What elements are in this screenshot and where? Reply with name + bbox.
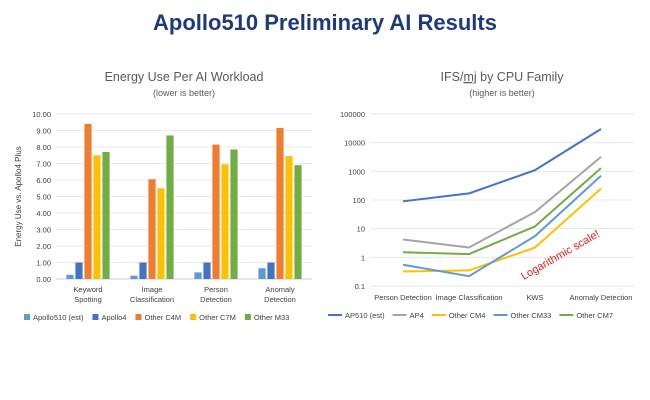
legend-label: Other M33 [254, 313, 289, 322]
chart-title-part: IFS/ [441, 70, 464, 84]
x-tick-label: Keyword [73, 285, 102, 294]
chart-title: Energy Use Per AI Workload [105, 70, 264, 84]
y-tick-label: 9.00 [36, 127, 51, 136]
y-tick-label: 10.00 [32, 110, 51, 119]
chart-title-part: by CPU Family [477, 70, 565, 84]
bar [84, 123, 92, 280]
annotation-text: Logarithmic scale! [519, 228, 602, 283]
ifs-line-chart: IFS/mj by CPU Family (higher is better) 10… [326, 66, 636, 336]
bar [285, 156, 293, 279]
x-tick-label: Person Detection [374, 293, 432, 302]
energy-bar-chart-svg: Energy Use Per AI Workload (lower is bett… [14, 70, 312, 322]
bar [221, 164, 229, 279]
x-tick-label: Person [204, 285, 228, 294]
slide-title: Apollo510 Preliminary AI Results [153, 10, 497, 35]
legend-label: Other CM4 [449, 311, 486, 320]
x-tick-label: Classification [130, 295, 174, 304]
legend-label: Other CM7 [576, 311, 613, 320]
bar [230, 149, 238, 279]
bar [276, 128, 284, 279]
y-tick-label: 100000 [340, 110, 365, 119]
legend-label: Other C4M [144, 313, 181, 322]
y-tick-label: 2.00 [36, 242, 51, 251]
legend-swatch [190, 314, 197, 320]
legend-label: AP4 [410, 311, 424, 320]
ifs-line-chart-svg: IFS/mj by CPU Family(higher is better)10… [328, 70, 634, 320]
legend-swatch [135, 314, 142, 320]
series-line [402, 156, 602, 249]
x-tick-label: Detection [200, 295, 232, 304]
y-tick-label: 10000 [344, 139, 365, 148]
chart-subtitle: (higher is better) [469, 88, 535, 98]
x-tick-label: Image Classification [435, 293, 502, 302]
energy-bar-chart: Energy Use Per AI Workload (lower is bett… [12, 66, 322, 336]
legend-label: Other C7M [199, 313, 236, 322]
series-line [402, 175, 602, 278]
y-tick-label: 4.00 [36, 209, 51, 218]
legend-swatch [24, 314, 30, 320]
legend-label: Apollo4 [101, 313, 126, 322]
bar [66, 274, 74, 279]
bar [203, 262, 211, 279]
bar [212, 144, 220, 279]
x-tick-label: Anomaly Detection [570, 293, 633, 302]
chart-title-underlined: mj [463, 70, 476, 84]
y-tick-label: 10 [357, 225, 365, 234]
bar [258, 268, 266, 279]
bar [139, 262, 147, 279]
series-line [402, 167, 602, 256]
bar [93, 155, 101, 279]
y-axis-label: Energy Use vs. Apollo4 Plus [14, 146, 23, 247]
bar [130, 275, 138, 279]
y-tick-label: 6.00 [36, 176, 51, 185]
legend-label: AP510 (est) [345, 311, 385, 320]
bar [102, 151, 110, 279]
x-tick-label: Image [142, 285, 163, 294]
y-tick-label: 8.00 [36, 143, 51, 152]
chart-subtitle: (lower is better) [153, 88, 215, 98]
chart-title: IFS/mj by CPU Family [441, 70, 565, 84]
bar [148, 179, 156, 279]
legend-label: Apollo510 (est) [33, 313, 84, 322]
y-tick-label: 1000 [348, 167, 365, 176]
legend-swatch [92, 314, 99, 320]
bar [267, 262, 275, 279]
x-tick-label: KWS [526, 293, 543, 302]
y-tick-label: 3.00 [36, 226, 51, 235]
y-tick-label: 0.1 [355, 282, 365, 291]
x-tick-label: Detection [264, 295, 296, 304]
y-tick-label: 7.00 [36, 160, 51, 169]
legend-label: Other CM33 [510, 311, 551, 320]
legend-swatch [244, 314, 251, 320]
x-tick-label: Anomaly [265, 285, 294, 294]
bar [194, 272, 202, 279]
bar [157, 188, 165, 279]
series-line [402, 128, 602, 203]
y-tick-label: 100 [352, 196, 365, 205]
y-tick-label: 1 [361, 253, 365, 262]
bar [75, 262, 83, 279]
x-tick-label: Spotting [74, 295, 102, 304]
y-tick-label: 5.00 [36, 193, 51, 202]
bar [294, 165, 302, 279]
y-tick-label: 1.00 [36, 259, 51, 268]
bar [166, 135, 174, 279]
y-tick-label: 0.00 [36, 275, 51, 284]
